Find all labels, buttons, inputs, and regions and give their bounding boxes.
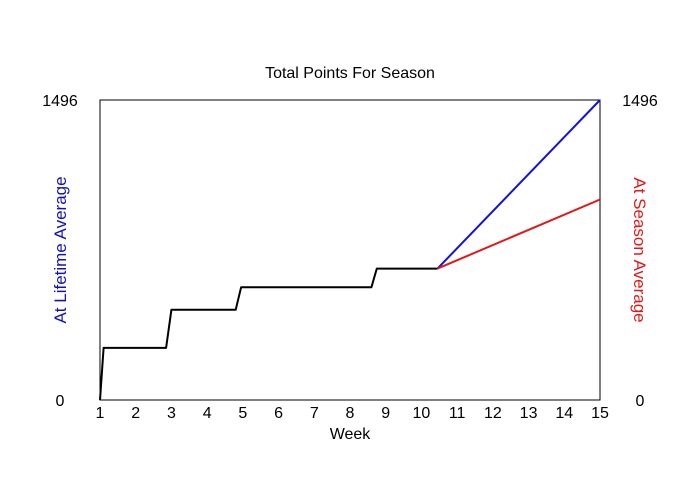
y-axis-label-right: At Season Average (630, 177, 649, 322)
x-tick-label-13: 13 (520, 405, 538, 422)
y-axis-label-left: At Lifetime Average (51, 176, 70, 323)
x-tick-labels: 1 2 3 4 5 6 7 8 9 10 11 12 13 14 15 (96, 405, 609, 422)
x-tick-label-8: 8 (346, 405, 355, 422)
x-tick-label-10: 10 (413, 405, 431, 422)
x-tick-label-5: 5 (238, 405, 247, 422)
series-line-lifetime (436, 99, 601, 270)
x-tick-label-15: 15 (591, 405, 609, 422)
series-group (99, 99, 601, 401)
y-left-tick-min: 0 (56, 393, 65, 410)
x-tick-label-6: 6 (274, 405, 283, 422)
series-line-season (437, 198, 601, 270)
x-tick-label-7: 7 (310, 405, 319, 422)
chart-title: Total Points For Season (265, 65, 435, 82)
x-tick-label-9: 9 (381, 405, 390, 422)
x-tick-label-14: 14 (555, 405, 573, 422)
x-tick-label-2: 2 (131, 405, 140, 422)
x-tick-label-4: 4 (203, 405, 212, 422)
y-left-tick-max: 1496 (42, 93, 78, 110)
x-tick-label-12: 12 (484, 405, 502, 422)
x-tick-label-1: 1 (96, 405, 105, 422)
x-axis-label: Week (330, 426, 372, 443)
y-right-tick-max: 1496 (622, 93, 658, 110)
x-tick-label-3: 3 (167, 405, 176, 422)
plot-frame (99, 99, 601, 401)
series-line-actual (99, 267, 438, 401)
y-right-tick-min: 0 (636, 393, 645, 410)
x-tick-label-11: 11 (449, 405, 466, 422)
